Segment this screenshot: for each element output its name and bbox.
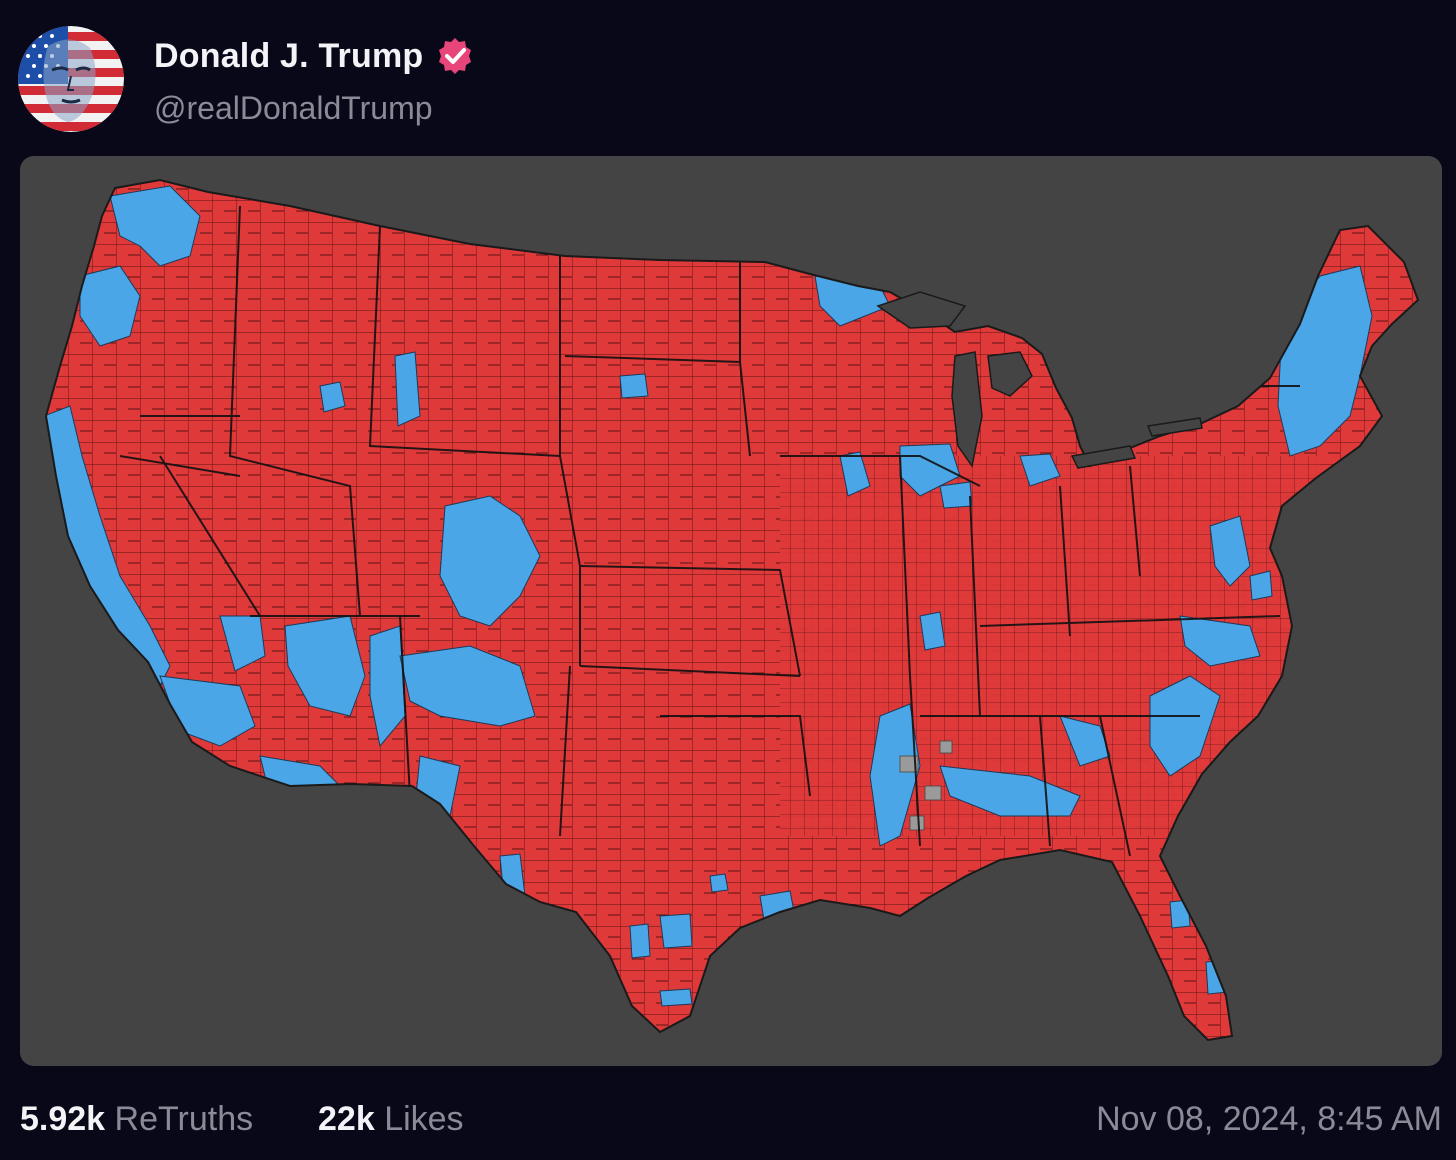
us-county-election-map-icon: [20, 156, 1442, 1066]
post-media-map[interactable]: [20, 156, 1442, 1066]
post-header: Donald J. Trump @realDonaldTrump: [18, 26, 918, 136]
likes-label: Likes: [384, 1100, 464, 1138]
retruths-label: ReTruths: [114, 1100, 254, 1138]
likes-stat[interactable]: 22k Likes: [318, 1100, 464, 1139]
post-footer: 5.92k ReTruths 22k Likes Nov 08, 2024, 8…: [20, 1094, 1442, 1144]
verified-badge-icon: [435, 36, 475, 76]
author-display-name[interactable]: Donald J. Trump: [154, 36, 424, 75]
author-handle[interactable]: @realDonaldTrump: [154, 90, 433, 126]
likes-count: 22k: [318, 1100, 375, 1138]
author-name-row: Donald J. Trump: [154, 36, 475, 76]
flag-portrait-avatar-icon: [18, 26, 124, 132]
post-timestamp: Nov 08, 2024, 8:45 AM: [1096, 1100, 1442, 1138]
retruths-count: 5.92k: [20, 1100, 106, 1138]
author-avatar[interactable]: [18, 26, 124, 132]
retruths-stat[interactable]: 5.92k ReTruths: [20, 1100, 253, 1139]
